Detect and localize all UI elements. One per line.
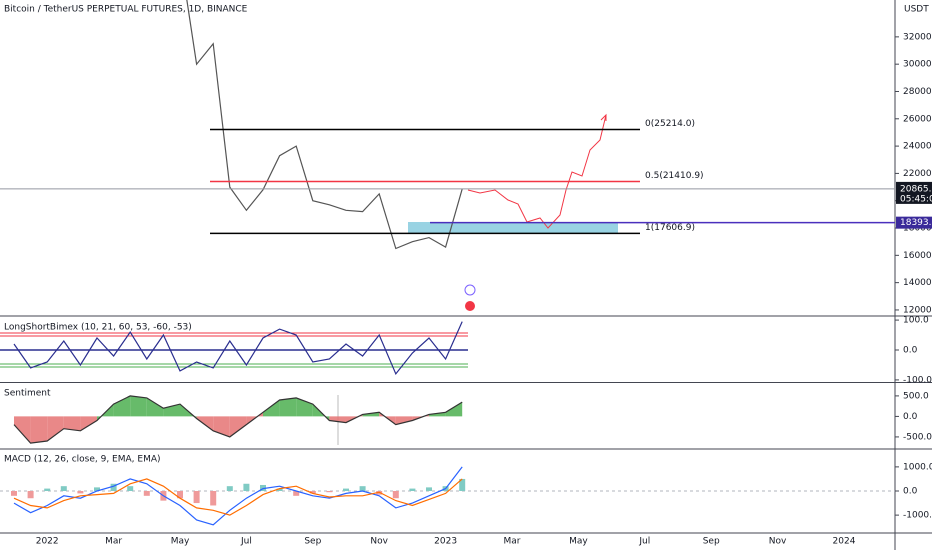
y-tick-label: 26000.0 (903, 114, 932, 124)
area-segment (14, 416, 31, 444)
y-tick-label: 16000.0 (903, 251, 932, 261)
area-segment (445, 402, 463, 417)
histogram-bar (260, 484, 266, 491)
area-segment (30, 416, 48, 444)
pane-title: Sentiment (4, 389, 51, 399)
y-tick-label: 0.0 (903, 487, 918, 497)
area-segment (279, 397, 297, 417)
histogram-bar (127, 486, 134, 491)
histogram-bar (193, 491, 200, 504)
y-tick-label: -1000.0 (903, 511, 932, 521)
x-tick-label: May (171, 537, 190, 547)
histogram-bar (409, 488, 416, 491)
x-tick-label: Nov (370, 537, 388, 547)
histogram-bar (44, 488, 51, 491)
area-segment (47, 416, 64, 442)
x-tick-label: Nov (769, 537, 787, 547)
histogram-bar (60, 486, 67, 491)
area-segment (146, 397, 164, 417)
icons (464, 284, 476, 311)
y-tick-label: 0.0 (903, 412, 918, 422)
histogram-bar (359, 486, 366, 491)
projection-path (467, 114, 607, 229)
area-segment (80, 416, 97, 431)
level-label: 1(17606.9) (645, 223, 695, 233)
area-segment (263, 400, 280, 417)
area-segment (229, 416, 247, 437)
unit-label: USDT (904, 5, 929, 15)
histogram-bar (326, 491, 333, 493)
last-price-label: 20865.8 (900, 184, 932, 194)
area-segment (395, 416, 413, 425)
histogram-bar (343, 488, 349, 491)
x-tick-label: Mar (504, 537, 521, 547)
y-tick-label: 30000.0 (903, 60, 932, 70)
y-tick-label: 500.0 (903, 391, 929, 401)
alert-label: 18393.2 (900, 218, 932, 228)
price-line (13, 321, 463, 376)
y-tick-label: 32000.0 (903, 32, 932, 42)
x-tick-label: 2024 (833, 537, 856, 547)
histogram-bar (226, 486, 233, 491)
y-tick-label: 100.0 (903, 316, 929, 326)
y-tick-label: 12000.0 (903, 305, 932, 315)
y-tick-label: 0.0 (903, 346, 918, 356)
macd-line (13, 478, 463, 516)
x-tick-label: Mar (105, 537, 122, 547)
y-tick-label: -500.0 (903, 432, 932, 442)
price-line (186, 0, 463, 250)
y-tick-label: 1000.0 (903, 462, 932, 472)
histogram-bar (110, 483, 117, 491)
last-price-tag (896, 181, 932, 204)
level-label: 0(25214.0) (645, 119, 695, 129)
x-tick-label: Sep (304, 537, 321, 547)
area-segment (130, 395, 147, 417)
chart-title: Bitcoin / TetherUS PERPETUAL FUTURES, 1D… (4, 5, 248, 15)
area-segment (63, 416, 81, 431)
zone-box (408, 222, 618, 233)
histogram-bar (309, 491, 316, 494)
countdown-label: 05:45:00 (900, 194, 932, 204)
histogram-bar (177, 491, 183, 499)
x-tick-label: Jul (638, 537, 650, 547)
x-tick-label: 2022 (36, 537, 59, 547)
pane-title: LongShortBimex (10, 21, 60, 53, -60, -53… (4, 323, 192, 333)
histogram-bar (293, 491, 300, 496)
alert-tag (896, 216, 932, 229)
x-tick-label: May (569, 537, 588, 547)
histogram-bar (392, 491, 399, 499)
pane-title: MACD (12, 26, close, 9, EMA, EMA) (4, 455, 161, 465)
histogram-bar (426, 487, 432, 491)
histogram-bar (459, 478, 466, 491)
projection-arrow (600, 113, 607, 121)
area-segment (113, 395, 131, 417)
histogram-bar (94, 487, 100, 491)
histogram-bar (11, 491, 17, 496)
level-label: 0.5(21410.9) (645, 171, 704, 181)
sentiment-line (13, 395, 463, 444)
y-tick-label: 28000.0 (903, 87, 932, 97)
histogram-bar (143, 491, 150, 496)
x-tick-label: Sep (703, 537, 720, 547)
y-tick-label: 22000.0 (903, 169, 932, 179)
histogram-bar (27, 491, 34, 499)
y-tick-label: 24000.0 (903, 142, 932, 152)
y-tick-label: -100.0 (903, 375, 932, 385)
x-tick-label: 2023 (434, 537, 457, 547)
histogram-bar (276, 488, 283, 491)
histogram-bar (210, 491, 217, 506)
x-tick-label: Jul (240, 537, 252, 547)
y-tick-label: 14000.0 (903, 278, 932, 288)
histogram-bar (243, 483, 250, 491)
histogram-bar (77, 491, 84, 494)
